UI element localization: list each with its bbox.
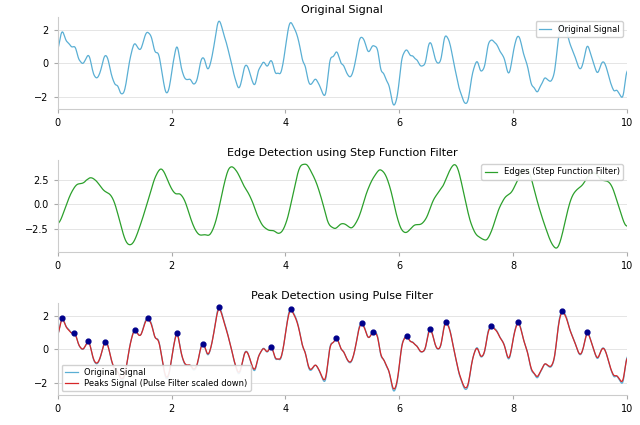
Peaks Signal (Pulse Filter scaled down) [285,313,292,318]
Title: Original Signal: Original Signal [301,5,383,15]
Edges (Step Function Filter) [301,162,309,167]
Edges (Step Function Filter) [112,204,120,209]
Edges (Step Function Filter) [305,165,313,170]
Point [425,325,435,332]
Point [285,305,296,312]
Original Signal [499,53,507,58]
Edges (Step Function Filter) [623,224,631,229]
Original Signal [305,80,313,85]
Peaks Signal (Pulse Filter scaled down) [54,332,61,337]
Original Signal [390,102,398,108]
Original Signal [499,339,507,344]
Point [57,314,67,321]
Edges (Step Function Filter) [552,246,560,251]
Original Signal [215,305,223,310]
Point [172,329,182,336]
Edges (Step Function Filter) [509,188,516,193]
Legend: Original Signal, Peaks Signal (Pulse Filter scaled down): Original Signal, Peaks Signal (Pulse Fil… [62,365,251,391]
Title: Peak Detection using Pulse Filter: Peak Detection using Pulse Filter [252,291,433,301]
Point [83,338,93,345]
Original Signal [623,69,631,74]
Point [486,323,497,329]
Original Signal [112,368,120,374]
Point [69,329,79,336]
Original Signal [305,366,313,371]
Original Signal [112,82,120,88]
Point [441,319,451,326]
Original Signal [446,327,454,332]
Peaks Signal (Pulse Filter scaled down) [305,365,313,370]
Point [513,319,524,326]
Point [143,315,153,322]
Line: Original Signal: Original Signal [58,307,627,391]
Point [130,326,140,333]
Original Signal [623,355,631,360]
Point [401,333,412,340]
Title: Edge Detection using Step Function Filter: Edge Detection using Step Function Filte… [227,148,458,158]
Edges (Step Function Filter) [284,214,292,219]
Peaks Signal (Pulse Filter scaled down) [112,368,120,373]
Edges (Step Function Filter) [499,199,506,204]
Original Signal [54,47,61,52]
Point [582,329,593,336]
Original Signal [446,41,454,46]
Point [100,338,111,345]
Original Signal [390,388,398,394]
Edges (Step Function Filter) [54,221,61,227]
Point [356,320,367,327]
Legend: Original Signal: Original Signal [536,21,623,37]
Point [198,340,208,347]
Line: Original Signal: Original Signal [58,21,627,105]
Point [332,334,342,341]
Peaks Signal (Pulse Filter scaled down) [623,356,631,361]
Peaks Signal (Pulse Filter scaled down) [499,340,507,345]
Original Signal [215,19,223,24]
Point [557,308,567,314]
Original Signal [285,312,292,317]
Peaks Signal (Pulse Filter scaled down) [215,307,223,312]
Original Signal [509,336,517,341]
Edges (Step Function Filter) [445,169,453,174]
Original Signal [509,50,517,55]
Original Signal [54,333,61,338]
Line: Peaks Signal (Pulse Filter scaled down): Peaks Signal (Pulse Filter scaled down) [58,309,627,389]
Point [266,343,276,350]
Peaks Signal (Pulse Filter scaled down) [390,386,398,391]
Line: Edges (Step Function Filter): Edges (Step Function Filter) [58,164,627,248]
Original Signal [285,26,292,31]
Peaks Signal (Pulse Filter scaled down) [509,337,517,342]
Point [369,328,379,335]
Legend: Edges (Step Function Filter): Edges (Step Function Filter) [481,164,623,180]
Point [214,304,224,311]
Peaks Signal (Pulse Filter scaled down) [446,328,454,333]
